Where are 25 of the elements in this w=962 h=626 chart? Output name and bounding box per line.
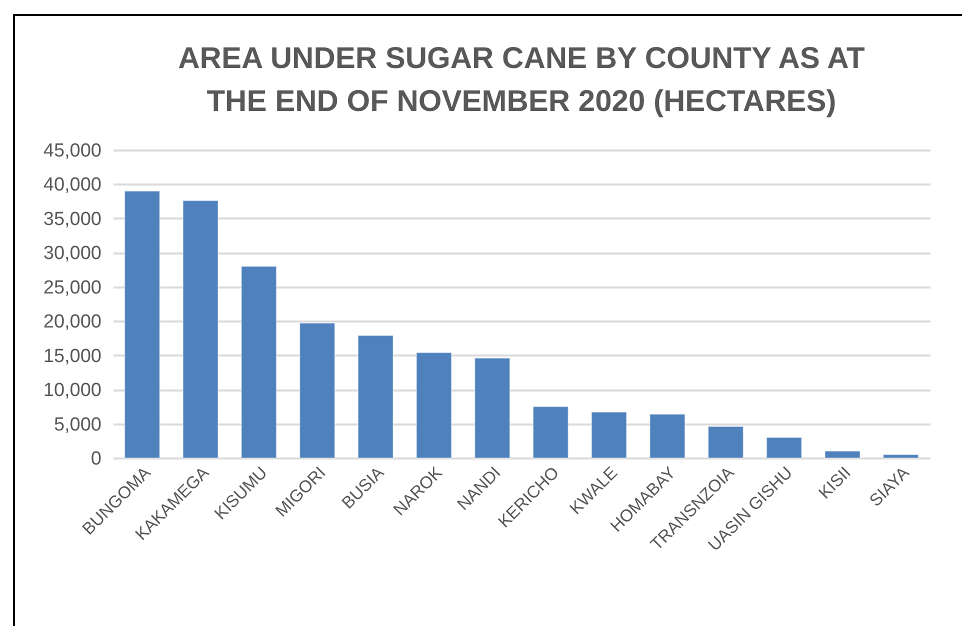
- bar: [182, 200, 219, 458]
- y-tick-label: 30,000: [43, 243, 102, 264]
- y-tick-label: 0: [90, 448, 102, 470]
- bar: [591, 412, 628, 458]
- bar: [240, 266, 277, 458]
- y-tick-label: 45,000: [43, 140, 102, 162]
- bar: [882, 454, 919, 458]
- bar: [124, 190, 160, 458]
- y-tick-label: 15,000: [43, 346, 102, 367]
- bar: [474, 358, 510, 458]
- bar: [416, 352, 452, 458]
- bar: [649, 414, 686, 458]
- y-tick-label: 40,000: [43, 174, 102, 196]
- bar: [299, 322, 336, 458]
- y-tick-label: 25,000: [43, 277, 102, 298]
- y-tick-label: 10,000: [43, 380, 102, 402]
- bar: [708, 426, 744, 458]
- y-tick-label: 20,000: [43, 312, 102, 333]
- bar: [358, 334, 394, 458]
- chart-title: AREA UNDER SUGAR CANE BY COUNTY AS AT THE END OF NOVEMBER 2020 (HECTARES): [178, 42, 865, 118]
- bar: [824, 450, 860, 458]
- y-tick-label: 5,000: [54, 414, 102, 436]
- bar: [532, 406, 569, 458]
- bar: [766, 436, 802, 458]
- y-tick-label: 35,000: [43, 208, 102, 230]
